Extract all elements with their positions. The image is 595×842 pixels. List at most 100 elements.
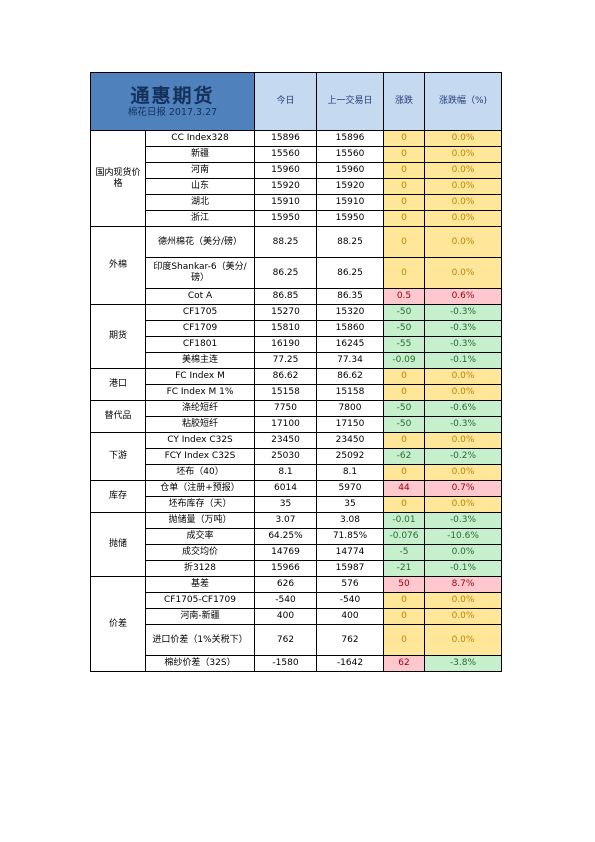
change-cell: 0 [383,210,425,227]
item-name-cell: 河南-新疆 [145,608,255,625]
change-cell: 0 [383,624,425,656]
table-row: 新疆 15560 15560 0 0.0% [91,146,502,163]
table-row: 河南-新疆 400 400 0 0.0% [91,608,502,625]
prev-value-cell: 15158 [316,384,384,401]
prev-value-cell: 8.1 [316,464,384,481]
today-value-cell: 762 [254,624,317,656]
category-cell: 国内现货价格 [90,130,146,227]
item-name-cell: FC Index M [145,368,255,385]
table-row: 库存 仓单（注册+预报） 6014 5970 44 0.7% [90,480,502,513]
pct-change-cell: -0.1% [424,560,502,577]
category-cell: 期货 [90,304,146,369]
pct-change-cell: -3.8% [424,655,502,672]
pct-change-cell: 0.0% [424,544,502,561]
today-value-cell: 15158 [254,384,317,401]
pct-change-cell: 0.0% [424,226,502,258]
change-cell: 0 [383,432,425,449]
prev-value-cell: 88.25 [316,226,384,258]
item-name-cell: 坯布库存（天） [145,496,255,513]
category-cell: 价差 [90,576,146,672]
prev-value-cell: 14774 [316,544,384,561]
change-cell: 50 [383,576,425,593]
prev-value-cell: 77.34 [316,352,384,369]
table-row: FC Index M 1% 15158 15158 0 0.0% [91,384,502,401]
pct-change-cell: 0.0% [424,592,502,609]
table-row: 成交均价 14769 14774 -5 0.0% [91,544,502,561]
prev-value-cell: 16245 [316,336,384,353]
prev-value-cell: 15950 [316,210,384,227]
change-cell: -50 [383,320,425,337]
change-cell: -50 [383,416,425,433]
table-row: 坯布库存（天） 35 35 0 0.0% [91,496,502,513]
table-row: 湖北 15910 15910 0 0.0% [91,194,502,211]
pct-change-cell: 0.0% [424,496,502,513]
item-name-cell: 美棉主连 [145,352,255,369]
prev-value-cell: 35 [316,496,384,513]
item-name-cell: Cot A [145,288,255,305]
pct-change-cell: 0.0% [424,384,502,401]
pct-change-cell: 0.0% [424,368,502,385]
pct-change-cell: -0.3% [424,304,502,321]
item-name-cell: 涤纶短纤 [145,400,255,417]
prev-value-cell: 25092 [316,448,384,465]
report-subtitle: 棉花日报 2017.3.27 [127,107,218,118]
table-row: 浙江 15950 15950 0 0.0% [91,210,502,227]
pct-change-cell: 0.0% [424,624,502,656]
table-row: 外棉 德州棉花（美分/磅） 88.25 88.25 0 0.0% [90,226,502,305]
today-value-cell: 15560 [254,146,317,163]
item-name-cell: CF1705 [145,304,255,321]
cotton-daily-table: 通惠期货 棉花日报 2017.3.27 今日 上一交易日 涨跌 涨跌幅（%) 国… [90,72,502,672]
prev-value-cell: 15560 [316,146,384,163]
category-cell: 外棉 [90,226,146,305]
table-row: 进口价差（1%关税下） 762 762 0 0.0% [91,624,502,656]
table-row: 替代品 涤纶短纤 7750 7800 -50 -0.6% [90,400,502,433]
col-change-header: 涨跌 [383,72,425,131]
change-cell: 0 [383,592,425,609]
today-value-cell: 15920 [254,178,317,195]
change-cell: -55 [383,336,425,353]
table-row: 成交率 64.25% 71.85% -0.076 -10.6% [91,528,502,545]
col-prev-header: 上一交易日 [316,72,384,131]
item-name-cell: 湖北 [145,194,255,211]
prev-value-cell: 15960 [316,162,384,179]
prev-value-cell: 15987 [316,560,384,577]
item-name-cell: 德州棉花（美分/磅） [145,226,255,258]
today-value-cell: -1580 [254,655,317,672]
pct-change-cell: -0.3% [424,512,502,529]
today-value-cell: 8.1 [254,464,317,481]
today-value-cell: 6014 [254,480,317,497]
item-name-cell: 山东 [145,178,255,195]
table-row: 港口 FC Index M 86.62 86.62 0 0.0% [90,368,502,401]
prev-value-cell: -1642 [316,655,384,672]
pct-change-cell: -0.6% [424,400,502,417]
today-value-cell: 77.25 [254,352,317,369]
table-row: FCY Index C32S 25030 25092 -62 -0.2% [91,448,502,465]
change-cell: 0 [383,162,425,179]
prev-value-cell: -540 [316,592,384,609]
change-cell: 0 [383,496,425,513]
prev-value-cell: 86.62 [316,368,384,385]
table-row: 价差 基差 626 576 50 8.7% [90,576,502,672]
pct-change-cell: 0.0% [424,130,502,147]
change-cell: 0 [383,384,425,401]
item-name-cell: FCY Index C32S [145,448,255,465]
prev-value-cell: 15920 [316,178,384,195]
table-row: CF1801 16190 16245 -55 -0.3% [91,336,502,353]
item-name-cell: 坯布（40） [145,464,255,481]
change-cell: -0.076 [383,528,425,545]
today-value-cell: 86.25 [254,257,317,289]
today-value-cell: 15950 [254,210,317,227]
change-cell: 0 [383,257,425,289]
prev-value-cell: 400 [316,608,384,625]
change-cell: -0.09 [383,352,425,369]
table-row: 折3128 15966 15987 -21 -0.1% [91,560,502,577]
change-cell: 0 [383,368,425,385]
table-row: CF1709 15810 15860 -50 -0.3% [91,320,502,337]
prev-value-cell: 71.85% [316,528,384,545]
item-name-cell: 新疆 [145,146,255,163]
item-name-cell: 仓单（注册+预报） [145,480,255,497]
prev-value-cell: 15910 [316,194,384,211]
pct-change-cell: -10.6% [424,528,502,545]
pct-change-cell: -0.3% [424,336,502,353]
pct-change-cell: 0.0% [424,210,502,227]
